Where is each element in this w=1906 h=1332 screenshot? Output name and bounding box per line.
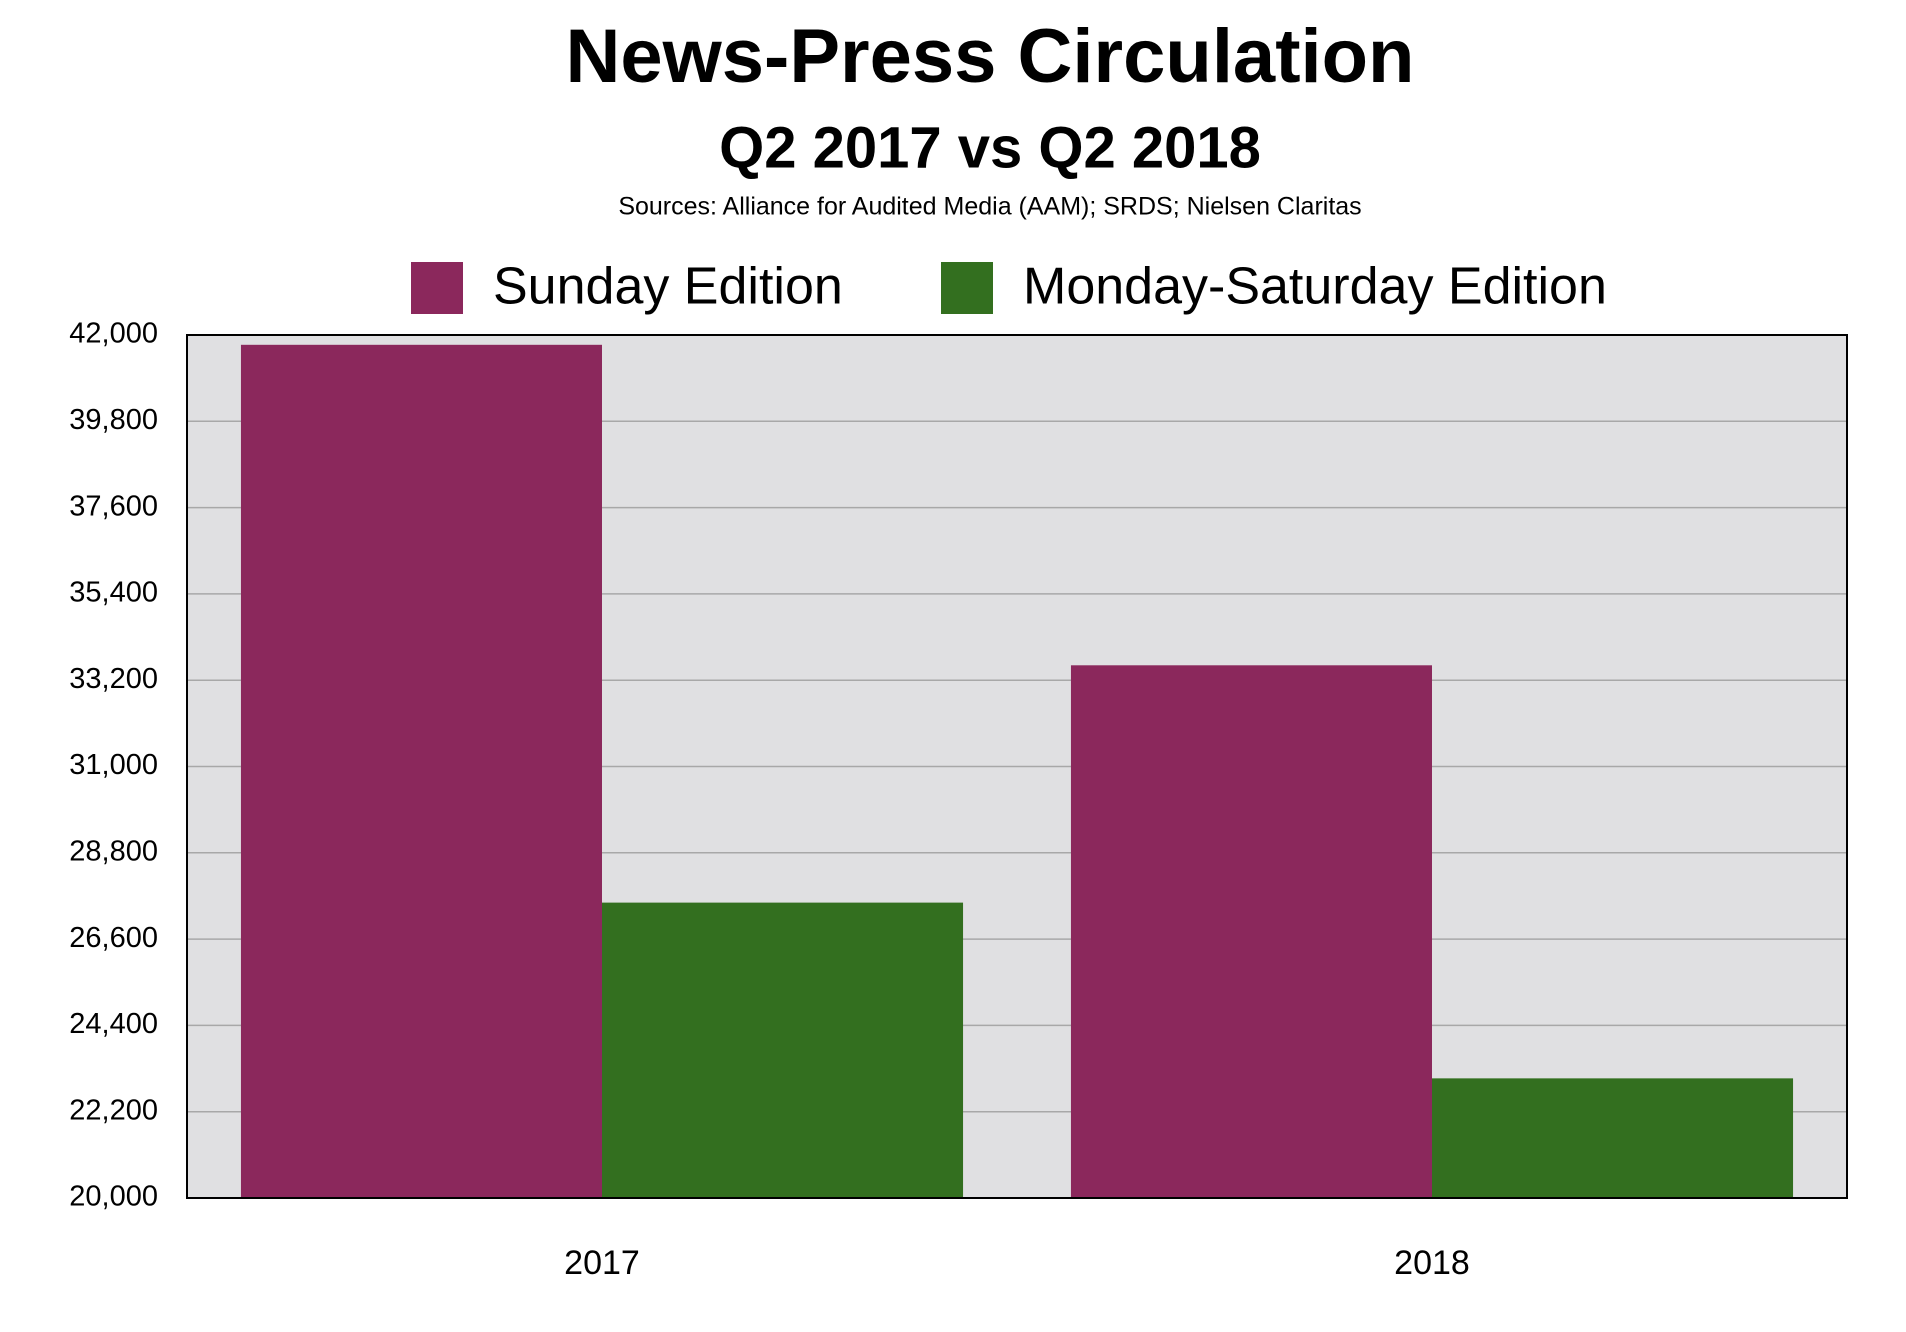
y-tick-label: 24,400	[69, 1008, 158, 1040]
y-tick-label: 26,600	[69, 922, 158, 954]
y-tick-label: 22,200	[69, 1094, 158, 1126]
bar	[602, 902, 964, 1198]
bar	[1432, 1078, 1794, 1198]
chart-subtitle: Q2 2017 vs Q2 2018	[719, 115, 1261, 180]
bar	[1070, 665, 1432, 1198]
plot-border	[186, 334, 1848, 1199]
y-tick-label: 31,000	[69, 749, 158, 781]
bar	[240, 344, 602, 1198]
y-tick-label: 33,200	[69, 663, 158, 695]
x-tick-label: 2018	[1394, 1244, 1470, 1282]
y-tick-label: 35,400	[69, 577, 158, 609]
source-note: Sources: Alliance for Audited Media (AAM…	[618, 193, 1361, 221]
legend-swatch	[411, 262, 463, 314]
y-tick-label: 20,000	[69, 1181, 158, 1213]
y-tick-label: 39,800	[69, 404, 158, 436]
legend-swatch	[941, 262, 993, 314]
legend-label: Sunday Edition	[493, 258, 843, 316]
legend-label: Monday-Saturday Edition	[1023, 258, 1607, 316]
y-tick-label: 28,800	[69, 835, 158, 867]
y-tick-label: 37,600	[69, 490, 158, 522]
y-tick-label: 42,000	[69, 318, 158, 350]
chart-title: News-Press Circulation	[566, 14, 1415, 99]
x-tick-label: 2017	[564, 1244, 640, 1282]
